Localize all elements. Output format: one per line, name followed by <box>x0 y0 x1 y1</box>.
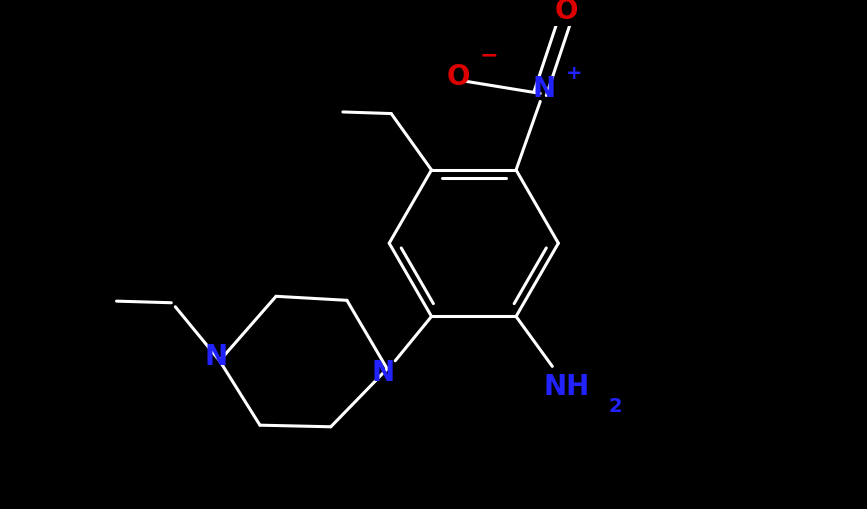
Text: NH: NH <box>544 373 590 401</box>
Text: O: O <box>554 0 577 25</box>
Text: O: O <box>447 63 470 91</box>
Text: N: N <box>204 343 227 371</box>
Text: N: N <box>372 359 394 387</box>
Text: +: + <box>566 64 583 83</box>
Text: −: − <box>479 46 498 66</box>
Text: 2: 2 <box>609 397 622 416</box>
Text: N: N <box>532 75 556 103</box>
